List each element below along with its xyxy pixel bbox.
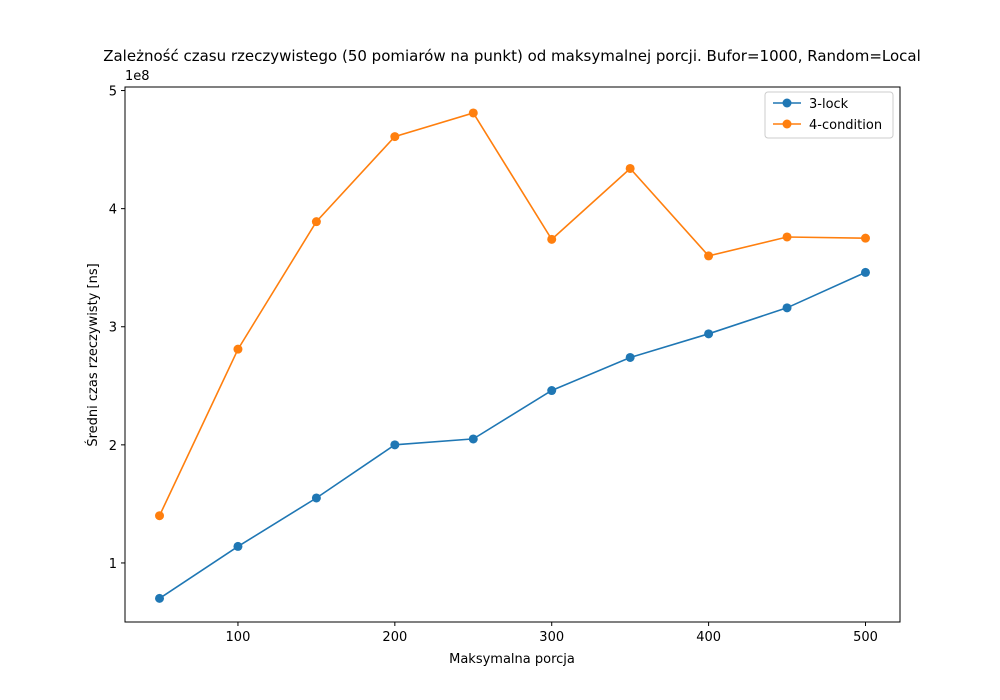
y-axis-offset-label: 1e8 bbox=[125, 69, 150, 84]
x-tick-label: 200 bbox=[382, 630, 407, 645]
data-point bbox=[704, 251, 714, 261]
y-tick-label: 3 bbox=[109, 321, 117, 336]
series-line bbox=[159, 271, 866, 600]
y-axis-label: Średni czas rzeczywisty [ns] bbox=[85, 263, 101, 446]
y-tick-label: 1 bbox=[109, 557, 117, 572]
x-axis-label: Maksymalna porcja bbox=[449, 652, 575, 667]
data-point bbox=[155, 593, 165, 603]
series-4-condition bbox=[155, 108, 870, 521]
data-point bbox=[547, 386, 557, 396]
x-tick-label: 300 bbox=[539, 630, 564, 645]
y-axis: 1 2 3 4 5 bbox=[109, 85, 125, 572]
data-point bbox=[860, 233, 870, 243]
x-axis: 100 200 300 400 500 bbox=[226, 622, 878, 645]
data-point bbox=[625, 163, 635, 173]
data-point bbox=[468, 108, 478, 118]
data-point bbox=[233, 541, 243, 551]
data-point bbox=[860, 267, 870, 277]
legend-marker bbox=[782, 119, 792, 129]
data-point bbox=[547, 234, 557, 244]
series-line bbox=[158, 112, 866, 517]
data-point bbox=[468, 434, 478, 444]
data-point bbox=[155, 511, 165, 521]
legend-marker bbox=[782, 98, 792, 108]
data-point bbox=[782, 303, 792, 313]
legend: 3-lock 4-condition bbox=[764, 91, 894, 139]
chart-title: Zależność czasu rzeczywistego (50 pomiar… bbox=[103, 47, 921, 65]
data-point bbox=[311, 217, 321, 227]
series-3-lock bbox=[155, 267, 870, 603]
legend-label: 4-condition bbox=[809, 118, 882, 133]
x-tick-label: 400 bbox=[696, 630, 721, 645]
legend-label: 3-lock bbox=[809, 97, 849, 112]
data-point bbox=[704, 329, 714, 339]
y-tick-label: 4 bbox=[109, 203, 117, 218]
y-tick-label: 5 bbox=[109, 85, 117, 100]
x-tick-label: 100 bbox=[226, 630, 251, 645]
data-point bbox=[782, 232, 792, 242]
y-tick-label: 2 bbox=[109, 439, 117, 454]
data-point bbox=[625, 352, 635, 362]
plot-area-frame bbox=[124, 86, 901, 623]
data-point bbox=[311, 493, 321, 503]
data-point bbox=[390, 132, 400, 142]
x-tick-label: 500 bbox=[853, 630, 878, 645]
series-layer bbox=[155, 108, 870, 603]
data-point bbox=[390, 440, 400, 450]
data-point bbox=[233, 344, 243, 354]
